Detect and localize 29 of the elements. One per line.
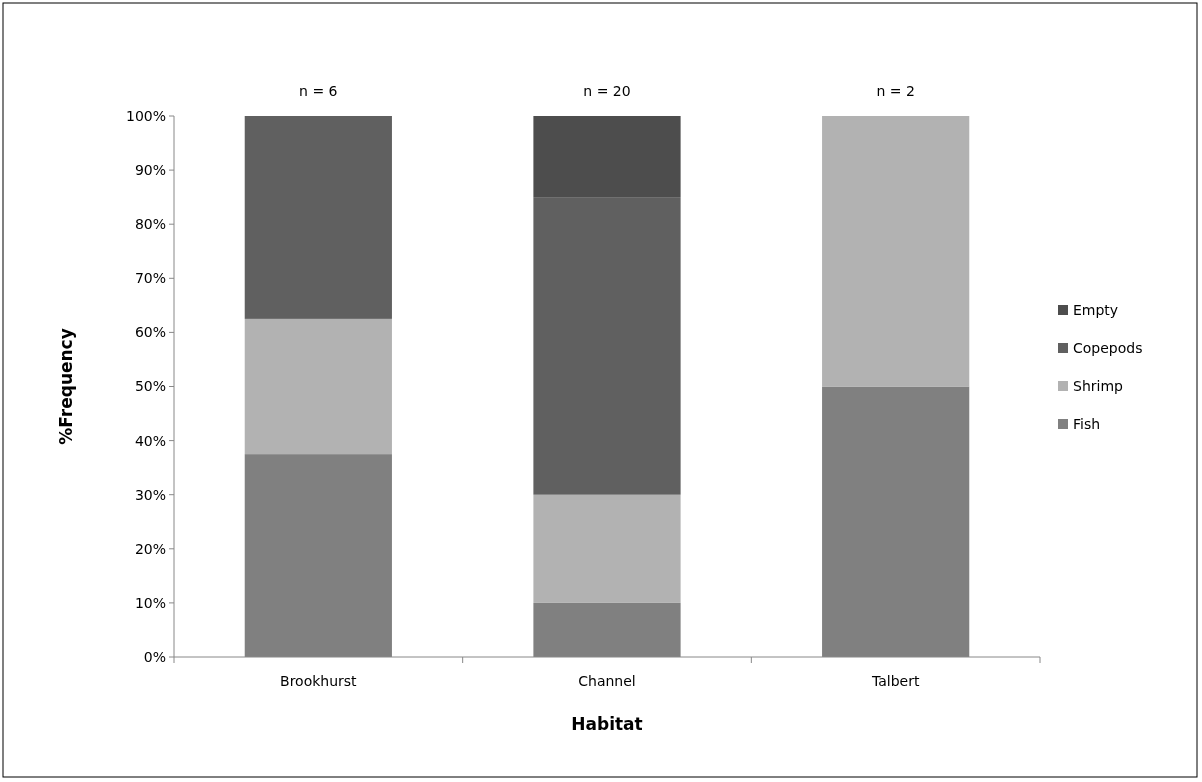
bar bbox=[244, 318, 392, 455]
annotation: n = 20 bbox=[583, 83, 631, 99]
y-tick-label: 40% bbox=[134, 432, 166, 449]
y-tick-label: 50% bbox=[134, 378, 166, 395]
y-tick-label: 90% bbox=[134, 162, 166, 178]
x-tick-label: Talbert bbox=[870, 673, 920, 689]
bar bbox=[533, 494, 681, 603]
legend-label: Fish bbox=[1073, 415, 1101, 432]
bar bbox=[533, 197, 681, 495]
y-tick-label: 60% bbox=[134, 324, 166, 341]
legend-label: Empty bbox=[1073, 301, 1119, 318]
y-tick-label: 80% bbox=[134, 216, 166, 233]
annotation: n = 2 bbox=[876, 83, 915, 99]
x-tick-label: Brookhurst bbox=[280, 673, 358, 689]
y-tick-label: 30% bbox=[134, 486, 166, 503]
annotation: n = 6 bbox=[299, 83, 338, 99]
x-axis-title: Habitat bbox=[571, 714, 643, 734]
bar bbox=[822, 116, 970, 387]
y-tick-label: 100% bbox=[125, 107, 166, 124]
y-tick-label: 70% bbox=[134, 270, 166, 287]
bar bbox=[244, 116, 392, 319]
y-tick-label: 0% bbox=[143, 648, 166, 665]
y-tick-label: 10% bbox=[134, 594, 166, 611]
x-tick-label: Channel bbox=[578, 673, 636, 689]
legend-label: Shrimp bbox=[1073, 377, 1124, 394]
y-tick-label: 20% bbox=[134, 540, 166, 557]
bar bbox=[533, 116, 681, 198]
y-axis-title: %Frequency bbox=[56, 328, 76, 445]
legend-label: Copepods bbox=[1073, 339, 1143, 356]
